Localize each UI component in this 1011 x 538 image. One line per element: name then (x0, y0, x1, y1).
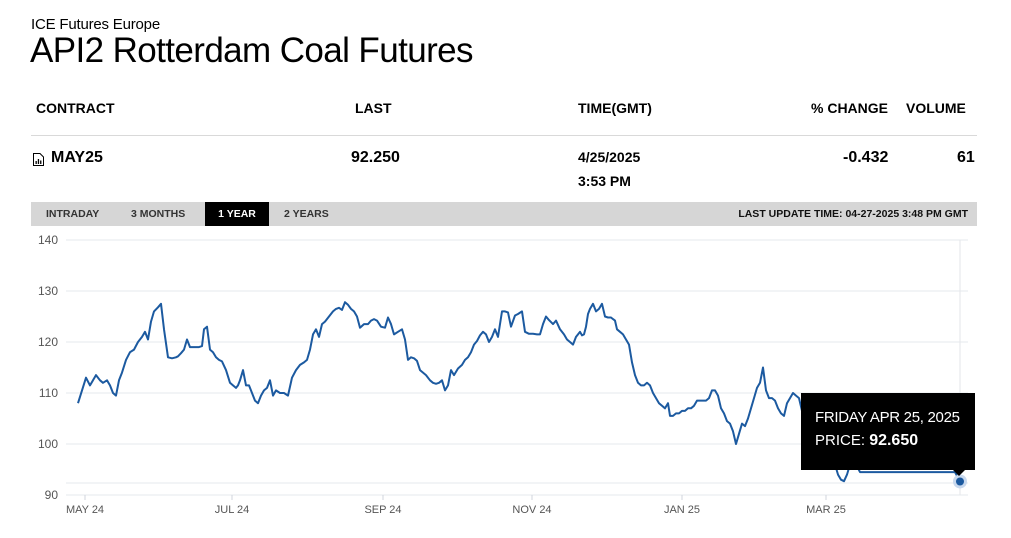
tab-intraday[interactable]: INTRADAY (46, 208, 100, 220)
column-header-last: LAST (355, 100, 392, 116)
last-point-marker[interactable] (956, 477, 964, 486)
chart-tooltip: FRIDAY APR 25, 2025 PRICE: 92.650 (801, 393, 975, 476)
tab-1-year[interactable]: 1 YEAR (205, 202, 269, 226)
column-header-time: TIME(GMT) (578, 100, 652, 116)
chart-document-icon[interactable] (33, 153, 44, 166)
page-title: API2 Rotterdam Coal Futures (30, 31, 473, 70)
y-tick-label: 130 (38, 284, 58, 298)
last-update-time: LAST UPDATE TIME: 04-27-2025 3:48 PM GMT (738, 208, 968, 220)
x-tick-label: JAN 25 (664, 504, 700, 516)
contract-link[interactable]: MAY25 (51, 149, 103, 166)
last-price: 92.250 (351, 149, 400, 166)
x-tick-label: MAY 24 (66, 504, 104, 516)
tab-2-years[interactable]: 2 YEARS (284, 208, 329, 220)
price-chart[interactable]: 90 100 110 120 130 140 MAY 24 JUL 24 SEP 24 NOV 2… (0, 228, 1011, 538)
y-tick-label: 110 (39, 386, 58, 400)
tooltip-price-label: PRICE: (815, 432, 870, 449)
tab-3-months[interactable]: 3 MONTHS (131, 208, 186, 220)
x-tick-label: MAR 25 (806, 504, 846, 516)
tooltip-price-value: 92.650 (869, 432, 919, 449)
column-header-volume: VOLUME (906, 100, 966, 116)
column-header-contract: CONTRACT (36, 100, 115, 116)
column-header-pct-change: % CHANGE (811, 100, 889, 116)
y-tick-label: 90 (45, 488, 59, 502)
volume-value: 61 (957, 149, 975, 166)
x-tick-label: NOV 24 (512, 504, 551, 516)
trade-time: 3:53 PM (578, 173, 631, 189)
tooltip-date: FRIDAY APR 25, 2025 (815, 409, 960, 426)
y-tick-label: 120 (38, 335, 58, 349)
y-tick-label: 140 (38, 233, 58, 247)
x-tick-label: JUL 24 (215, 504, 249, 516)
range-tab-bar: INTRADAY 3 MONTHS 1 YEAR 2 YEARS LAST UP… (31, 202, 977, 226)
tooltip-pointer (953, 470, 965, 476)
pct-change-value: -0.432 (843, 149, 889, 166)
y-tick-label: 100 (38, 437, 58, 451)
exchange-name: ICE Futures Europe (31, 16, 160, 33)
trade-date: 4/25/2025 (578, 149, 641, 165)
tooltip-price: PRICE: 92.650 (815, 432, 975, 450)
price-line (77, 301, 961, 483)
x-tick-label: SEP 24 (364, 504, 401, 516)
table-divider (31, 135, 977, 136)
